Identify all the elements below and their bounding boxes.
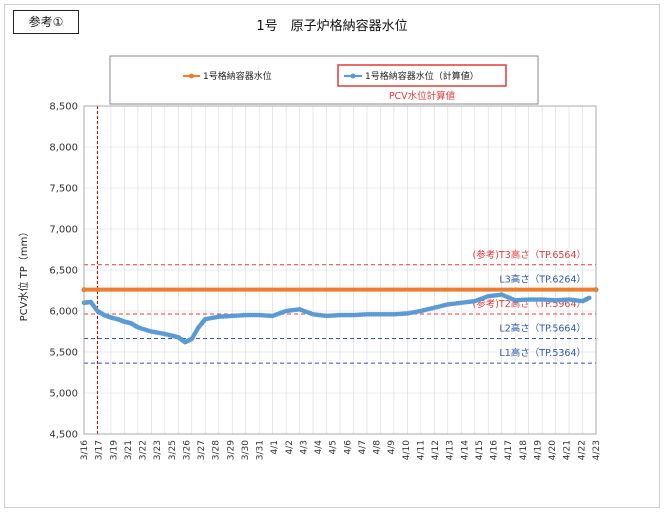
x-tick-label: 3/19 — [109, 440, 119, 460]
x-tick-label: 4/13 — [446, 440, 456, 460]
data-point — [586, 295, 592, 301]
x-tick-label: 4/23 — [592, 440, 602, 460]
reference-label: 参考① — [13, 10, 79, 34]
plot-border — [83, 105, 597, 435]
legend-item-measured: 1号格納容器水位 — [183, 70, 272, 82]
x-tick-label: 4/22 — [577, 440, 587, 460]
y-axis-label: PCV水位 TP（mm） — [17, 227, 30, 322]
x-tick-label: 4/21 — [563, 440, 573, 460]
reference-line-label: (参考)T3高さ（TP.6564） — [472, 249, 586, 261]
x-tick-label: 3/31 — [256, 440, 266, 460]
annotation-pcv-calc: PCV水位計算値 — [389, 90, 456, 102]
legend-label-measured: 1号格納容器水位 — [203, 70, 272, 82]
series — [81, 287, 599, 345]
x-tick-label: 3/21 — [124, 440, 134, 460]
y-tick-label: 8,500 — [49, 102, 78, 113]
x-tick-label: 4/14 — [460, 440, 470, 460]
x-tick-label: 4/12 — [431, 440, 441, 460]
x-tick-label: 3/26 — [182, 440, 192, 460]
reference-line-label: L1高さ（TP.5364） — [499, 347, 586, 359]
x-tick-label: 3/27 — [197, 440, 207, 460]
x-tick-label: 3/29 — [226, 440, 236, 460]
y-tick-label: 8,000 — [49, 143, 78, 154]
x-tick-label: 4/20 — [548, 440, 558, 460]
x-tick-label: 4/1 — [270, 440, 280, 454]
y-tick-label: 7,000 — [49, 225, 78, 236]
x-tick-label: 4/3 — [299, 440, 309, 454]
x-tick-label: 3/30 — [241, 440, 251, 460]
x-tick-label: 3/16 — [80, 440, 90, 460]
y-tick-label: 5,500 — [49, 348, 78, 359]
legend-item-calculated: 1号格納容器水位（計算値） — [344, 70, 479, 82]
x-tick-label: 4/4 — [314, 440, 324, 455]
x-tick-label: 3/17 — [95, 440, 105, 460]
y-tick-label: 6,500 — [49, 266, 78, 277]
x-tick-label: 4/6 — [343, 440, 353, 455]
x-tick-label: 4/9 — [387, 440, 397, 455]
legend-highlight-box — [337, 64, 507, 87]
x-tick-label: 4/10 — [402, 440, 412, 460]
x-tick-label: 4/8 — [373, 440, 383, 455]
legend-label-calculated: 1号格納容器水位（計算値） — [365, 70, 479, 82]
x-tick-label: 4/16 — [490, 440, 500, 460]
y-tick-label: 5,000 — [49, 389, 78, 400]
y-tick-label: 4,500 — [49, 430, 78, 441]
x-tick-label: 4/11 — [416, 440, 426, 460]
axes: 4,500 5,000 5,500 6,000 6,500 7,000 7,500 8,000… — [49, 102, 602, 461]
x-tick-label: 4/7 — [358, 440, 368, 454]
x-tick-label: 3/22 — [139, 440, 149, 460]
x-tick-label: 4/17 — [504, 440, 514, 460]
legend-box — [109, 55, 539, 105]
chart-title: 1号 原子炉格納容器水位 — [256, 18, 407, 34]
x-tick-label: 4/19 — [533, 440, 543, 460]
y-tick-label: 7,500 — [49, 184, 78, 195]
x-tick-label: 3/25 — [168, 440, 178, 460]
reference-line-label: L2高さ（TP.5664） — [499, 323, 586, 335]
grid — [83, 105, 597, 435]
x-tick-label: 4/15 — [475, 440, 485, 460]
x-tick-label: 4/18 — [519, 440, 529, 460]
reference-line-label: L3高さ（TP.6264） — [499, 273, 586, 285]
x-tick-label: 4/5 — [329, 440, 339, 454]
y-tick-label: 6,000 — [49, 307, 78, 318]
x-tick-label: 4/2 — [285, 440, 295, 454]
x-tick-label: 3/28 — [212, 440, 222, 460]
x-tick-label: 3/23 — [153, 440, 163, 460]
